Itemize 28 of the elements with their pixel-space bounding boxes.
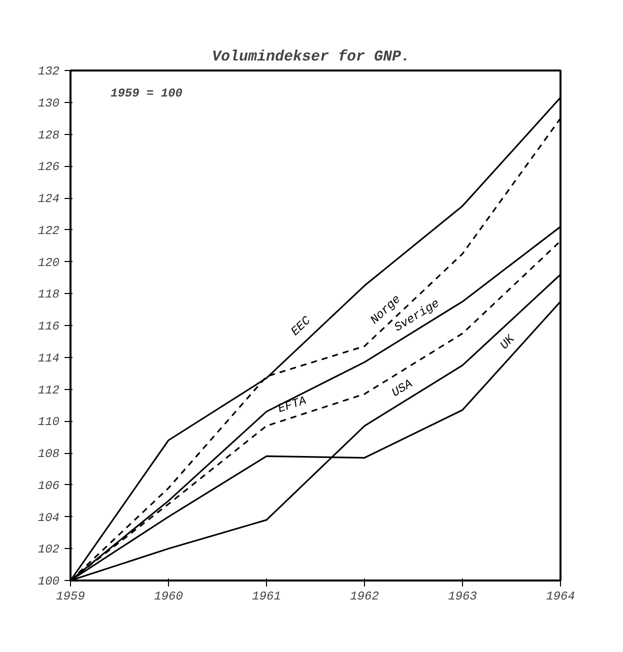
text: UK — [497, 332, 518, 352]
y-tick-label: 108 — [38, 447, 60, 461]
y-tick-label: 116 — [38, 320, 60, 334]
annotation: 1959 = 100 — [110, 86, 183, 100]
y-tick-label: 102 — [38, 542, 60, 557]
y-tick-label: 110 — [38, 415, 60, 430]
y-tick-label: 122 — [38, 224, 60, 238]
y-tick-label: 120 — [38, 256, 60, 270]
y-tick-label: 100 — [38, 574, 60, 588]
x-tick-label: 1964 — [546, 590, 575, 604]
x-tick-label: 1959 — [56, 590, 85, 604]
y-tick-label: 118 — [38, 288, 60, 302]
x-tick-label: 1960 — [154, 590, 183, 604]
chart-title: Volumindekser for GNP. — [212, 48, 410, 66]
y-tick-label: 130 — [38, 96, 60, 110]
y-tick-label: 114 — [38, 351, 60, 366]
text: USA — [389, 376, 416, 400]
x-tick-label: 1963 — [448, 590, 477, 604]
y-tick-label: 112 — [38, 383, 60, 398]
y-tick-label: 124 — [38, 192, 60, 206]
y-tick-label: 106 — [38, 478, 60, 493]
y-tick-label: 126 — [38, 160, 60, 174]
text: EEC — [288, 313, 314, 339]
y-tick-label: 128 — [38, 128, 60, 142]
x-tick-label: 1961 — [252, 590, 281, 604]
y-tick-label: 132 — [38, 64, 60, 78]
x-tick-label: 1962 — [350, 590, 379, 604]
y-tick-label: 104 — [38, 510, 60, 525]
